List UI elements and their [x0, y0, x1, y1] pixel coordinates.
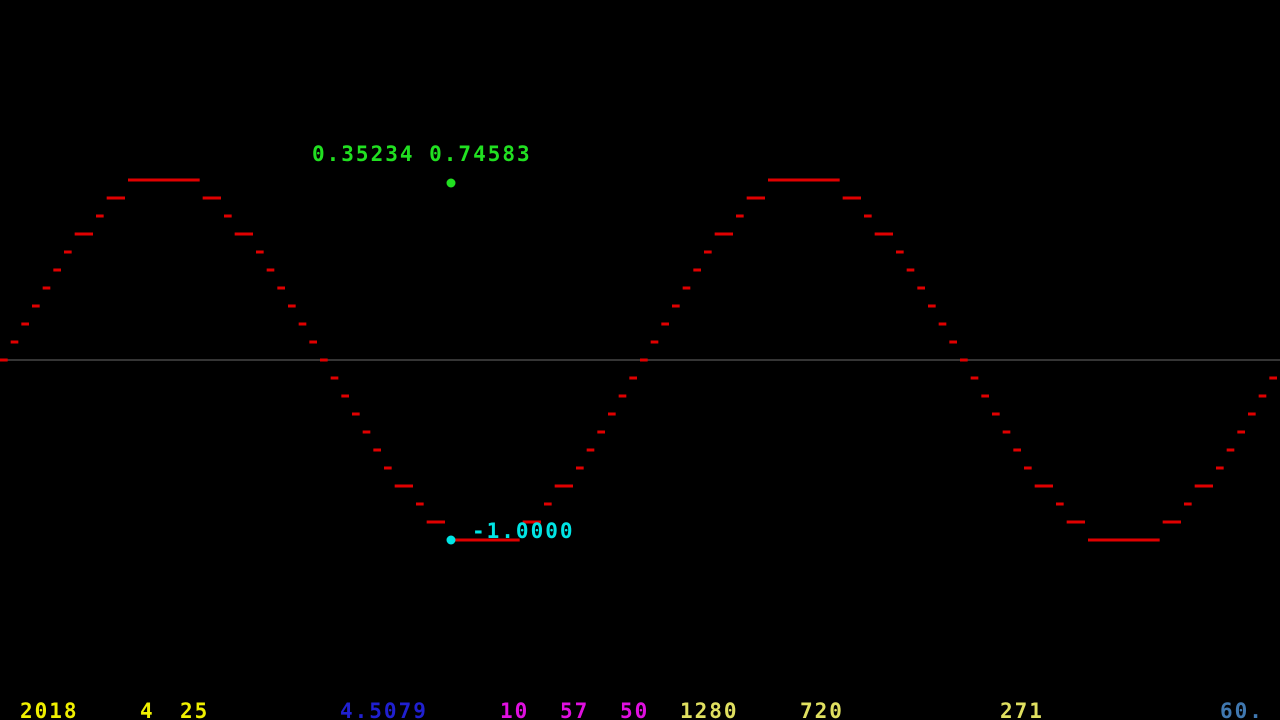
- sine-curve: [0, 178, 1277, 542]
- status-screen-width: 1280: [680, 699, 739, 720]
- status-fps: 60.: [1220, 699, 1264, 720]
- bottom-cursor-marker[interactable]: [446, 535, 456, 545]
- status-bar: 2018 4 25 4.5079 10 57 50 1280 720 271 6…: [20, 699, 1264, 720]
- status-day: 25: [180, 699, 209, 720]
- status-value: 4.5079: [340, 699, 428, 720]
- status-counter: 271: [1000, 699, 1044, 720]
- top-cursor-readout: 0.35234 0.74583: [312, 142, 532, 166]
- top-cursor-marker[interactable]: [446, 178, 456, 188]
- bottom-cursor-readout: -1.0000: [472, 519, 575, 543]
- status-month: 4: [140, 699, 155, 720]
- status-year: 2018: [20, 699, 79, 720]
- status-second: 50: [620, 699, 649, 720]
- status-minute: 57: [560, 699, 589, 720]
- status-hour: 10: [500, 699, 529, 720]
- status-screen-height: 720: [800, 699, 844, 720]
